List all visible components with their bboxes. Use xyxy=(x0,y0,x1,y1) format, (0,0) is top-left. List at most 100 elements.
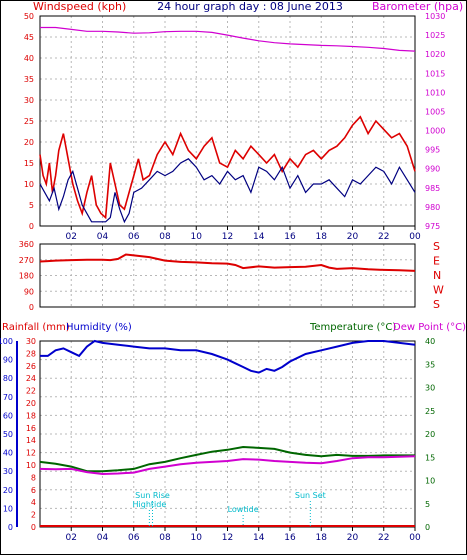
x-tick-label: 00 xyxy=(409,232,421,242)
barometer-y-tick-label: 1030 xyxy=(425,12,445,21)
wind-y-tick-label: 45 xyxy=(24,33,34,42)
humidity-y-tick-label: 60 xyxy=(3,411,13,420)
x-tick-label: 16 xyxy=(284,232,296,242)
barometer-y-tick-label: 1005 xyxy=(425,107,445,116)
wind-y-tick-label: 5 xyxy=(29,201,34,210)
x-tick-label: 06 xyxy=(128,232,140,242)
temperature-y-tick-label: 35 xyxy=(425,360,435,369)
wind-y-tick-label: 40 xyxy=(24,54,34,63)
x-tick-label: 20 xyxy=(347,232,359,242)
annotation-label: Sun Rise xyxy=(135,491,170,500)
temperature-y-tick-label: 15 xyxy=(425,453,435,462)
barometer-y-tick-label: 980 xyxy=(425,203,440,212)
humidity-axis-label: Humidity (%) xyxy=(66,322,132,333)
rainfall-y-tick-label: 20 xyxy=(26,399,36,408)
barometer-y-tick-label: 990 xyxy=(425,165,440,174)
rainfall-y-tick-label: 4 xyxy=(31,498,36,507)
rainfall-axis-label: Rainfall (mm) xyxy=(2,322,70,333)
header-left-label: Windspeed (kph) xyxy=(33,0,126,13)
x-tick-label: 20 xyxy=(347,533,359,543)
average-wind-series-line xyxy=(39,158,416,224)
rainfall-y-tick-label: 16 xyxy=(26,424,36,433)
humidity-y-tick-label: 50 xyxy=(3,430,13,439)
temperature-y-tick-label: 10 xyxy=(425,477,435,486)
compass-label: N xyxy=(433,269,441,282)
compass-label: E xyxy=(433,255,440,268)
wind-y-tick-label: 0 xyxy=(29,222,34,231)
temperature-axis-label: Temperature (°C) xyxy=(309,322,396,333)
humidity-series-line xyxy=(40,339,416,374)
barometer-y-tick-label: 1015 xyxy=(425,69,445,78)
humidity-y-tick-label: 100 xyxy=(0,337,13,346)
wind-direction-series-line xyxy=(39,253,416,272)
x-tick-label: 02 xyxy=(66,533,77,543)
wind-y-tick-label: 25 xyxy=(24,117,34,126)
barometer-y-tick-label: 1025 xyxy=(425,31,445,40)
compass-label: S xyxy=(433,240,440,253)
direction-y-tick-label: 270 xyxy=(19,256,34,265)
x-tick-label: 14 xyxy=(253,232,265,242)
dew-point-axis-label: Dew Point (°C) xyxy=(393,322,466,333)
x-tick-label: 18 xyxy=(316,232,328,242)
direction-y-tick-label: 0 xyxy=(29,303,34,312)
direction-y-tick-label: 90 xyxy=(24,287,34,296)
direction-y-tick-label: 360 xyxy=(19,240,34,249)
temperature-y-tick-label: 5 xyxy=(425,500,430,509)
x-tick-label: 12 xyxy=(222,533,233,543)
annotation-label: Hightide xyxy=(133,500,167,509)
annotation-label: Lowtide xyxy=(228,505,259,514)
barometer-y-tick-label: 1000 xyxy=(425,127,445,136)
humidity-y-tick-label: 10 xyxy=(3,504,13,513)
barometer-y-tick-label: 975 xyxy=(425,222,440,231)
rainfall-y-tick-label: 26 xyxy=(26,362,36,371)
barometer-y-tick-label: 1020 xyxy=(425,50,445,59)
rainfall-y-tick-label: 24 xyxy=(26,374,36,383)
x-tick-label: 22 xyxy=(378,533,389,543)
barometer-y-tick-label: 1010 xyxy=(425,88,445,97)
x-tick-label: 08 xyxy=(159,232,171,242)
rainfall-y-tick-label: 8 xyxy=(31,473,36,482)
humidity-y-tick-label: 30 xyxy=(3,467,13,476)
wind-y-tick-label: 35 xyxy=(24,75,34,84)
rainfall-y-tick-label: 10 xyxy=(26,461,36,470)
rainfall-y-tick-label: 12 xyxy=(26,449,36,458)
barometer-y-tick-label: 985 xyxy=(425,184,440,193)
x-tick-label: 18 xyxy=(316,533,328,543)
x-tick-label: 00 xyxy=(409,533,421,543)
annotation-label: Sun Set xyxy=(295,491,326,500)
wind-y-tick-label: 20 xyxy=(24,138,34,147)
gust-series-line xyxy=(39,115,416,220)
x-tick-label: 12 xyxy=(222,232,233,242)
header-right-label: Barometer (hpa) xyxy=(372,0,463,13)
rainfall-y-tick-label: 18 xyxy=(26,411,36,420)
x-tick-label: 08 xyxy=(159,533,171,543)
humidity-y-tick-label: 0 xyxy=(8,523,13,532)
header-title: 24 hour graph day : 08 June 2013 xyxy=(157,0,343,13)
humidity-y-tick-label: 80 xyxy=(3,374,13,383)
x-tick-label: 10 xyxy=(191,533,203,543)
temperature-y-tick-label: 40 xyxy=(425,337,435,346)
compass-label: S xyxy=(433,298,440,311)
wind-y-tick-label: 15 xyxy=(24,159,34,168)
temperature-y-tick-label: 0 xyxy=(425,523,430,532)
x-tick-label: 14 xyxy=(253,533,265,543)
x-tick-label: 10 xyxy=(191,232,203,242)
x-tick-label: 04 xyxy=(97,533,109,543)
temperature-series-line xyxy=(39,445,415,473)
barometer-series-line xyxy=(40,26,416,52)
humidity-y-tick-label: 70 xyxy=(3,393,13,402)
x-tick-label: 04 xyxy=(97,232,109,242)
temperature-y-tick-label: 20 xyxy=(425,430,435,439)
temperature-y-tick-label: 25 xyxy=(425,407,435,416)
direction-y-tick-label: 180 xyxy=(19,272,34,281)
wind-y-tick-label: 50 xyxy=(24,12,34,21)
x-tick-label: 16 xyxy=(284,533,296,543)
humidity-y-tick-label: 20 xyxy=(3,486,13,495)
rainfall-y-tick-label: 2 xyxy=(31,511,36,520)
rainfall-y-tick-label: 0 xyxy=(31,523,36,532)
direction-plot-frame xyxy=(39,243,416,308)
wind-y-tick-label: 30 xyxy=(24,96,34,105)
x-tick-label: 22 xyxy=(378,232,389,242)
